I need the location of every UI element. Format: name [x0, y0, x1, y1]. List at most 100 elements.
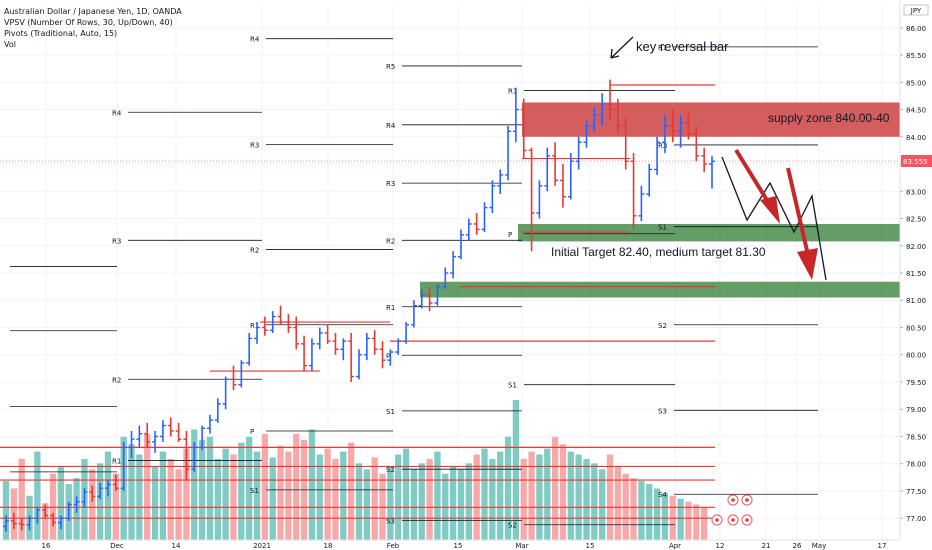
volume-bar	[136, 454, 143, 540]
volume-bar	[355, 463, 363, 540]
grid	[0, 6, 900, 540]
y-tick-label: 85.50	[906, 52, 926, 60]
volume-bar	[371, 457, 378, 540]
pivot-label: P	[508, 231, 512, 239]
volume-bar	[363, 469, 370, 540]
annotation-supply: supply zone 840.00-40	[768, 111, 890, 125]
pivot-levels: R4 R5 R1 R1 R4 R4 R3 R3 R3 S1 P R3 R2 R2 R1 S2 R1 P R2 S1 S1…	[10, 36, 818, 530]
volume-bar	[175, 469, 182, 540]
volume-bar	[238, 442, 245, 540]
volume-bar	[630, 478, 637, 540]
volume-bar	[661, 492, 669, 540]
target-arrow-2	[786, 167, 810, 256]
target-arrowhead-1	[760, 196, 780, 224]
arrow-key-reversal	[610, 36, 634, 59]
volume-bar	[402, 448, 410, 540]
volume-bar	[348, 442, 355, 540]
y-tick-label: 85.00	[906, 79, 926, 87]
x-tick-label: Mar	[515, 542, 528, 550]
pivot-label: S1	[250, 487, 259, 495]
volume-bar	[222, 448, 229, 540]
pivot-label: P	[250, 428, 254, 436]
volume-bar	[151, 466, 159, 540]
volume-bar	[544, 448, 551, 540]
volume-bar	[316, 454, 323, 540]
pivot-label: S2	[658, 322, 667, 330]
event-icon-dot	[731, 498, 735, 502]
x-tick-label: Apr	[669, 542, 681, 550]
volume-bar	[183, 448, 190, 540]
volume-bar	[410, 469, 418, 540]
volume-bar	[340, 451, 347, 540]
volume-bar	[473, 454, 480, 540]
volume-bar	[144, 433, 151, 540]
volume-bar	[285, 451, 292, 540]
y-tick-label: 79.50	[906, 379, 926, 387]
volume-bar	[449, 466, 457, 540]
volume-bar	[42, 503, 49, 540]
volume-bar	[606, 454, 614, 540]
pivot-label: S1	[658, 224, 667, 232]
pivot-label: R1	[508, 87, 517, 95]
volume-bar	[465, 463, 472, 540]
volume-bar	[551, 436, 559, 540]
volume-bar	[583, 458, 590, 540]
volume-bar	[128, 444, 135, 540]
projection-path	[721, 156, 827, 281]
current-price-label: 83.555	[903, 158, 928, 166]
volume-bar	[96, 463, 104, 540]
event-icon-dot	[715, 518, 719, 522]
pivot-label: R1	[386, 304, 395, 312]
volume-bar	[653, 488, 661, 540]
annotation-targets: Initial Target 82.40, medium target 81.3…	[551, 245, 766, 259]
y-tick-label: 82.00	[906, 243, 926, 251]
volume-bar	[489, 458, 496, 540]
pivot-label: R1	[112, 457, 121, 465]
y-tick-label: 77.00	[906, 515, 926, 523]
volume-bar	[230, 454, 237, 540]
pivot-label: R3	[112, 237, 121, 245]
demand-zone	[420, 281, 900, 298]
y-tick-label: 84.50	[906, 107, 926, 115]
pivot-label: S1	[386, 408, 395, 416]
volume-bar	[567, 451, 574, 540]
x-tick-label: 17	[878, 542, 887, 550]
volume-bar	[269, 457, 276, 540]
volume-bar	[395, 454, 402, 540]
arrowhead-key-reversal	[610, 48, 620, 59]
volume-bar	[457, 469, 465, 540]
y-tick-label: 77.50	[906, 488, 926, 496]
volume-bar	[536, 454, 543, 540]
volume-bar	[332, 458, 339, 540]
volume-bar	[701, 507, 708, 540]
x-tick-label: 21	[762, 542, 771, 550]
x-tick-label: Feb	[387, 542, 400, 550]
price-bars	[3, 79, 715, 532]
y-tick-label: 86.00	[906, 25, 926, 33]
volume-bar	[512, 400, 520, 540]
pivot-label: P	[386, 352, 390, 360]
volume-bar	[685, 501, 692, 540]
volume-bars	[2, 400, 708, 540]
y-tick-label: 81.00	[906, 297, 926, 305]
legend-vol: Vol	[4, 40, 16, 49]
pivot-label: R2	[250, 247, 259, 255]
y-tick-label: 83.00	[906, 188, 926, 196]
pivot-label: S1	[508, 382, 517, 390]
volume-bar	[2, 481, 10, 540]
volume-bar	[206, 436, 214, 540]
x-tick-label: Dec	[110, 542, 124, 550]
supply-zone	[522, 102, 900, 137]
y-tick-label: 80.50	[906, 324, 926, 332]
volume-bar	[418, 463, 425, 540]
volume-bar	[308, 429, 316, 540]
volume-bar	[646, 484, 653, 540]
volume-bar	[497, 451, 504, 540]
pivot-label: R2	[112, 376, 121, 384]
y-tick-label: 80.00	[906, 352, 926, 360]
volume-bar	[387, 466, 394, 540]
volume-bar	[167, 458, 174, 540]
currency-label: JPY	[910, 7, 922, 15]
